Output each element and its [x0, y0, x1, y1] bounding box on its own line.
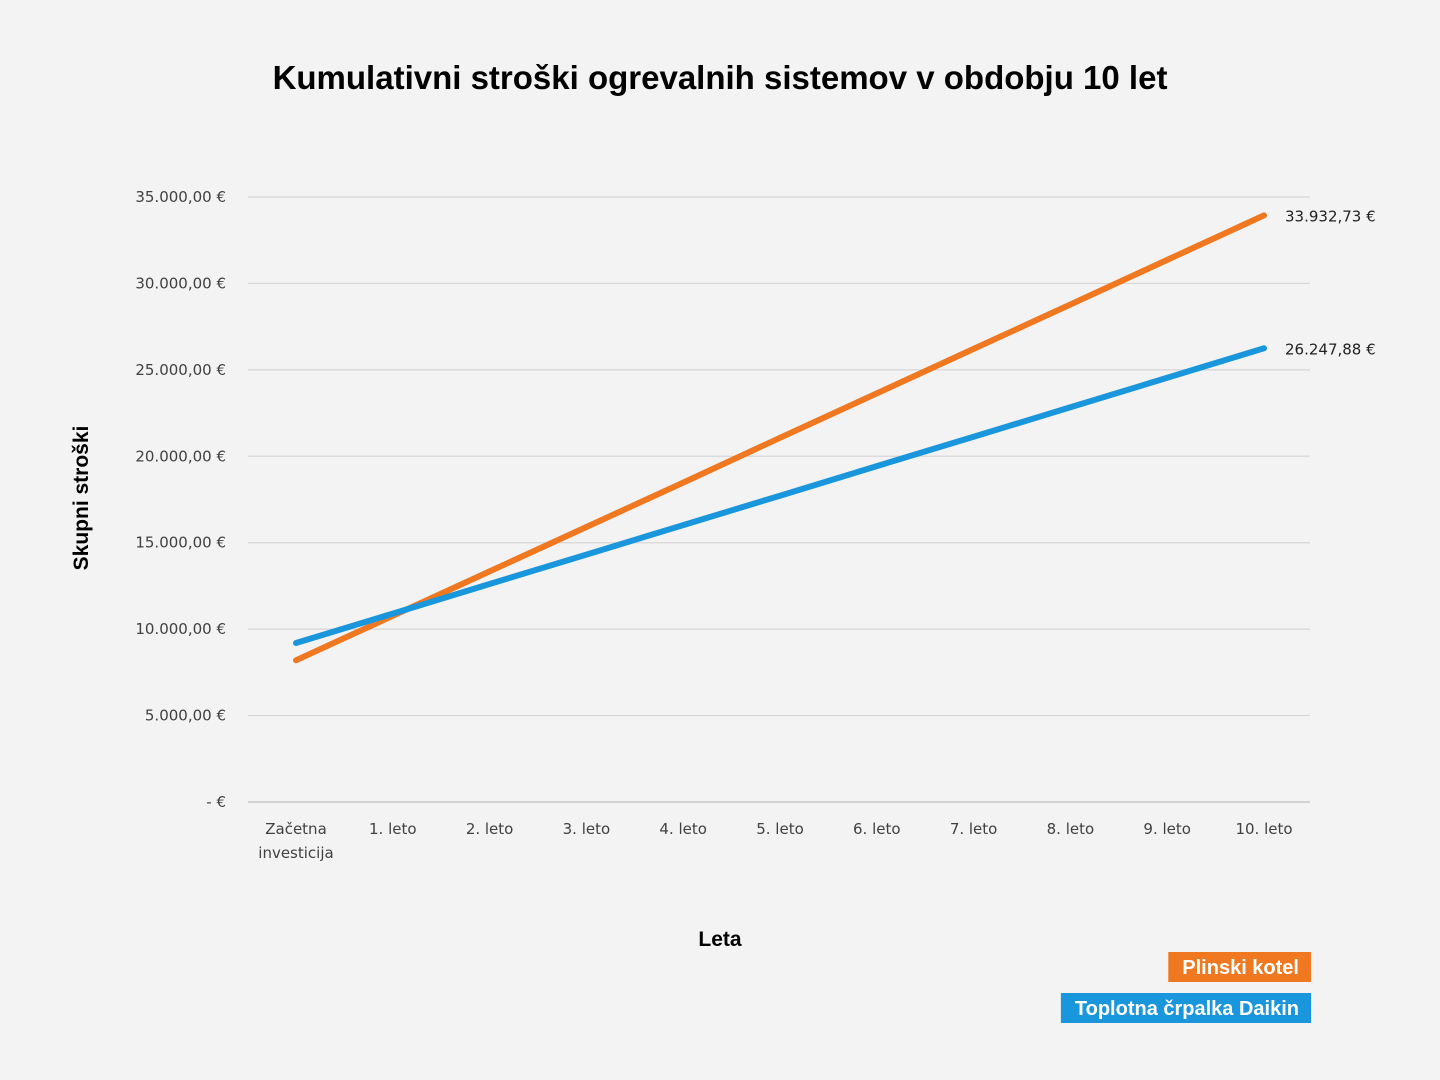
- end-value-label: 33.932,73 €: [1285, 207, 1376, 225]
- x-tick-label: 7. leto: [950, 820, 998, 838]
- gridlines: [248, 196, 1310, 803]
- y-tick-label: 25.000,00 €: [135, 361, 226, 379]
- x-tick-label: 10. leto: [1235, 820, 1292, 838]
- end-value-label: 26.247,88 €: [1285, 340, 1376, 358]
- legend: Plinski kotel Toplotna črpalka Daikin: [1060, 952, 1311, 1023]
- x-tick-label: 5. leto: [756, 820, 804, 838]
- y-tick-label: 15.000,00 €: [135, 534, 226, 552]
- x-axis-ticks: Začetna investicija 1. leto 2. leto 3. leto 4…: [258, 820, 1292, 862]
- x-tick-label: 3. leto: [563, 820, 611, 838]
- legend-label: Toplotna črpalka Daikin: [1075, 998, 1299, 1020]
- series-lines: [293, 212, 1267, 664]
- chart-title: Kumulativni stroški ogrevalnih sistemov …: [273, 59, 1168, 96]
- y-tick-label: - €: [206, 793, 226, 811]
- legend-item: Toplotna črpalka Daikin: [1060, 993, 1311, 1023]
- legend-label: Plinski kotel: [1182, 957, 1299, 979]
- series-line-2: [293, 345, 1267, 646]
- x-tick-label: 2. leto: [466, 820, 514, 838]
- y-tick-label: 10.000,00 €: [135, 620, 226, 638]
- y-tick-label: 35.000,00 €: [135, 188, 226, 206]
- legend-swatch: [1168, 952, 1311, 982]
- y-axis-ticks: - € 5.000,00 € 10.000,00 € 15.000,00 € 20.00…: [135, 188, 226, 811]
- x-tick-label: Začetna investicija: [258, 820, 333, 862]
- series-line-1: [293, 212, 1267, 664]
- legend-swatch: [1060, 993, 1311, 1023]
- y-tick-label: 30.000,00 €: [135, 274, 226, 292]
- y-tick-label: 20.000,00 €: [135, 447, 226, 465]
- y-axis-title: Skupni stroški: [70, 426, 93, 571]
- x-tick-label: 1. leto: [369, 820, 417, 838]
- legend-item: Plinski kotel: [1168, 952, 1311, 982]
- y-tick-label: 5.000,00 €: [145, 707, 226, 725]
- x-tick-label: 6. leto: [853, 820, 901, 838]
- x-tick-label: 8. leto: [1047, 820, 1095, 838]
- data-labels: 33.932,73 € 26.247,88 €: [1285, 207, 1376, 358]
- x-axis-title: Leta: [698, 928, 742, 951]
- x-tick-label: 4. leto: [659, 820, 707, 838]
- x-tick-label: 9. leto: [1143, 820, 1191, 838]
